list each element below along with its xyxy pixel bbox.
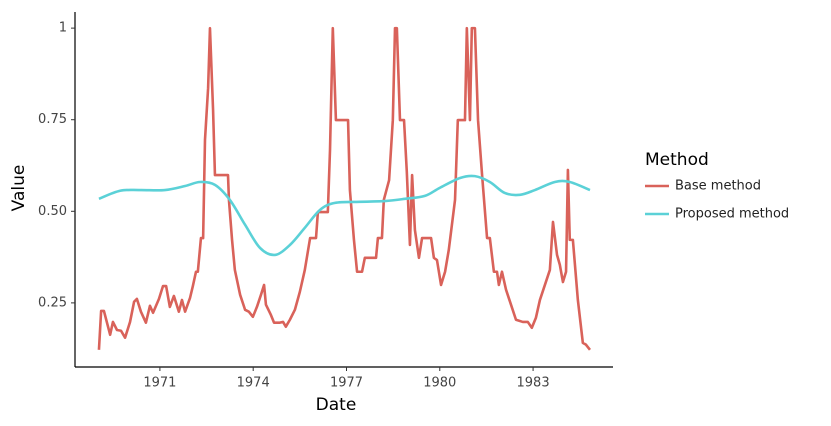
legend-label: Base method xyxy=(675,179,761,194)
x-tick-label: 1971 xyxy=(143,376,176,391)
legend-label: Proposed method xyxy=(675,207,789,222)
legend-title: Method xyxy=(645,150,709,170)
y-axis-label: Value xyxy=(9,165,29,212)
line-series xyxy=(97,26,592,351)
x-tick-label: 1980 xyxy=(423,376,456,391)
line-series xyxy=(98,174,591,257)
y-tick-label: 0.50 xyxy=(38,204,67,219)
x-tick-label: 1974 xyxy=(237,376,270,391)
y-tick-label: 1 xyxy=(59,21,67,36)
y-tick-label: 0.25 xyxy=(38,295,67,310)
x-tick-label: 1983 xyxy=(517,376,550,391)
x-tick-label: 1977 xyxy=(330,376,363,391)
x-axis-label: Date xyxy=(316,395,357,415)
y-tick-label: 0.75 xyxy=(38,112,67,127)
